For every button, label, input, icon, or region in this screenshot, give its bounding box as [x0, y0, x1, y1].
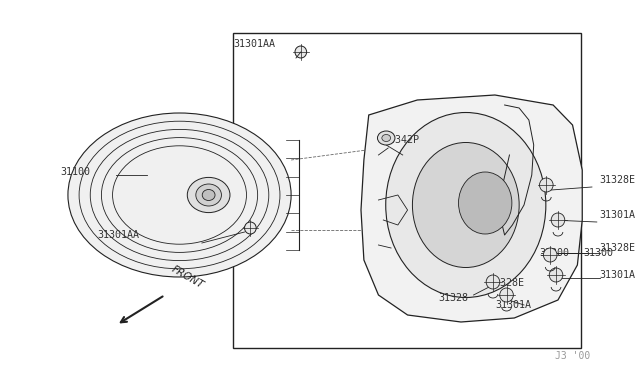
Text: 31300: 31300 — [583, 248, 613, 258]
Circle shape — [486, 275, 500, 289]
Ellipse shape — [386, 112, 546, 298]
Ellipse shape — [378, 131, 395, 145]
Circle shape — [551, 213, 564, 227]
Text: 31301A: 31301A — [600, 210, 636, 220]
Ellipse shape — [412, 142, 519, 267]
Text: 31301A: 31301A — [600, 270, 636, 280]
Text: 31301A: 31301A — [495, 300, 531, 310]
Ellipse shape — [458, 172, 512, 234]
Circle shape — [500, 288, 513, 302]
Ellipse shape — [382, 135, 390, 141]
Text: 31301AA: 31301AA — [97, 230, 139, 240]
Circle shape — [549, 268, 563, 282]
Ellipse shape — [68, 113, 291, 277]
Circle shape — [543, 248, 557, 262]
Circle shape — [540, 178, 553, 192]
Text: 31328E: 31328E — [600, 175, 636, 185]
Text: 31100: 31100 — [60, 167, 90, 177]
Bar — [233, 33, 580, 348]
Text: 31328E: 31328E — [600, 243, 636, 253]
Ellipse shape — [202, 189, 215, 201]
Circle shape — [244, 222, 256, 234]
Text: 31328E: 31328E — [488, 278, 524, 288]
Text: 31328: 31328 — [438, 293, 468, 303]
Circle shape — [295, 46, 307, 58]
Ellipse shape — [188, 177, 230, 213]
Text: 31300: 31300 — [540, 248, 570, 258]
Text: J3 '00: J3 '00 — [555, 351, 590, 361]
Ellipse shape — [196, 184, 221, 206]
Polygon shape — [361, 95, 582, 322]
Text: 38342P: 38342P — [383, 135, 419, 145]
Text: 31301AA: 31301AA — [233, 39, 275, 49]
Text: FRONT: FRONT — [170, 264, 205, 290]
